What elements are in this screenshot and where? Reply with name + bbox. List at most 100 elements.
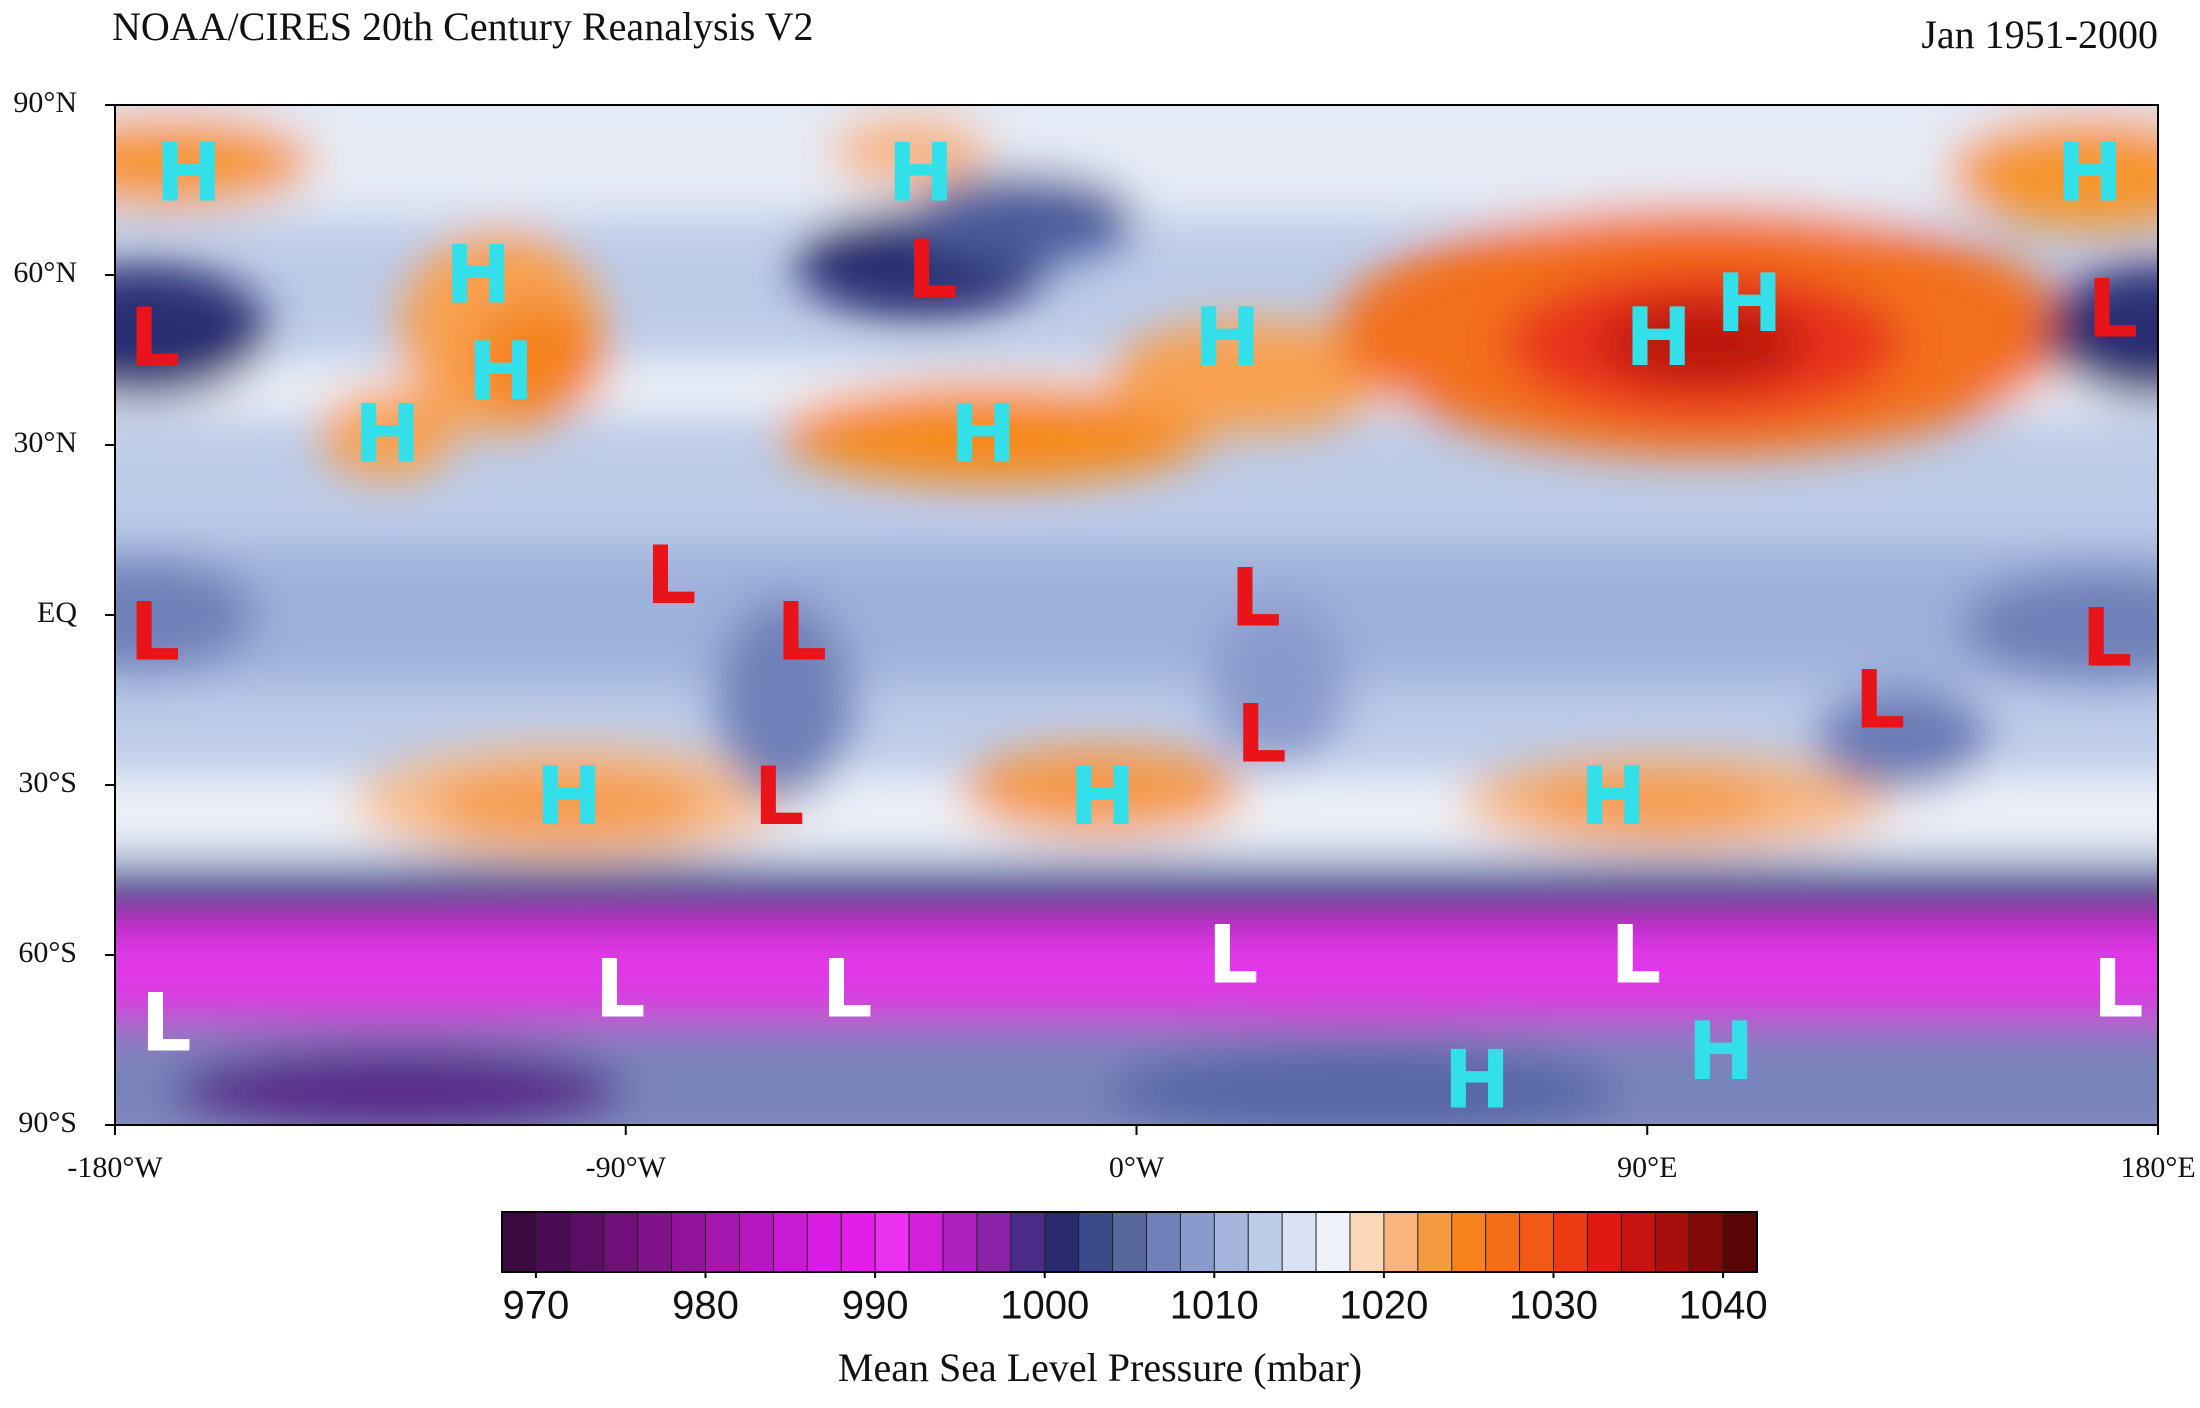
colorbar-swatch — [705, 1211, 741, 1273]
colorbar-swatch — [603, 1211, 639, 1273]
field-blob — [115, 558, 257, 672]
colorbar-swatch — [671, 1211, 707, 1273]
colorbar-swatch — [1586, 1211, 1623, 1273]
colorbar-swatch — [772, 1211, 809, 1273]
pressure-center: L — [129, 586, 180, 679]
colorbar-swatch — [1281, 1211, 1318, 1273]
pressure-center: H — [1625, 291, 1692, 384]
y-tick-label: 30°N — [13, 426, 77, 459]
field-band — [115, 932, 2158, 1001]
colorbar-swatch — [1620, 1211, 1657, 1273]
pressure-field — [115, 105, 2158, 1125]
field-blob — [171, 1045, 626, 1125]
field-band — [115, 547, 2158, 683]
colorbar-swatch — [501, 1211, 537, 1273]
colorbar-swatch — [942, 1211, 978, 1273]
field-blob — [909, 173, 1137, 264]
colorbar-swatch — [637, 1211, 673, 1273]
field-band — [115, 105, 2158, 219]
pressure-center: L — [129, 291, 180, 384]
field-blob — [1817, 688, 1988, 791]
pressure-center: H — [1194, 291, 1261, 384]
field-blob — [1522, 773, 1773, 831]
pressure-center: H — [1716, 257, 1783, 350]
pressure-center: H — [354, 387, 421, 480]
colorbar-tick-label: 1030 — [1509, 1284, 1598, 1328]
field-blob — [716, 598, 853, 802]
colorbar-tick-label: 1020 — [1339, 1284, 1428, 1328]
y-tick-label: 90°S — [18, 1106, 77, 1139]
colorbar-swatch — [1315, 1211, 1351, 1273]
pressure-center: L — [595, 943, 646, 1036]
colorbar-swatch — [1010, 1211, 1046, 1273]
field-blob — [1108, 1045, 1619, 1125]
colorbar-swatch — [569, 1211, 605, 1273]
pressure-center: L — [646, 529, 697, 622]
pressure-center: L — [1236, 688, 1287, 781]
colorbar-swatch — [1654, 1211, 1691, 1273]
field-band — [115, 887, 2158, 916]
colorbar-tick-label: 1040 — [1679, 1284, 1768, 1328]
colorbar-swatch — [535, 1211, 571, 1273]
colorbar-swatch — [1688, 1211, 1725, 1273]
field-blob — [1601, 303, 1807, 383]
pressure-center: H — [536, 750, 603, 843]
field-blob — [1210, 598, 1347, 768]
colorbar-swatch — [1145, 1211, 1182, 1273]
colorbar-swatch — [1112, 1211, 1148, 1273]
x-tick-label: -180°W — [67, 1151, 163, 1184]
period: Jan 1951-2000 — [1921, 12, 2158, 57]
x-tick-label: 180°E — [2120, 1151, 2195, 1184]
pressure-center: L — [753, 750, 804, 843]
pressure-center: H — [2056, 127, 2123, 220]
colorbar-tick-label: 1000 — [1000, 1284, 1089, 1328]
title: NOAA/CIRES 20th Century Reanalysis V2 — [112, 4, 813, 49]
colorbar-frame — [501, 1211, 1758, 1273]
colorbar-swatch — [1179, 1211, 1216, 1273]
field-blob — [115, 263, 269, 400]
pressure-center: L — [2087, 263, 2138, 356]
y-tick-label: 60°S — [18, 936, 77, 969]
field-blob — [1948, 116, 2158, 230]
colorbar-swatch — [1044, 1211, 1080, 1273]
field-blob — [115, 116, 314, 207]
pressure-center: H — [467, 325, 534, 418]
pressure-center: L — [1610, 909, 1661, 1002]
colorbar-swatch — [1417, 1211, 1453, 1273]
colorbar-swatch — [738, 1211, 775, 1273]
colorbar-tick-label: 980 — [672, 1284, 739, 1328]
colorbar-tick-label: 1010 — [1170, 1284, 1259, 1328]
y-tick-label: EQ — [37, 596, 77, 629]
pressure-center: L — [776, 586, 827, 679]
pressure-center: H — [1688, 1005, 1755, 1098]
colorbar-label: Mean Sea Level Pressure (mbar) — [838, 1345, 1362, 1390]
pressure-center: L — [2081, 591, 2132, 684]
field-blob — [1108, 320, 1392, 434]
colorbar-swatch — [840, 1211, 877, 1273]
colorbar-swatch — [874, 1211, 911, 1273]
pressure-center: H — [155, 127, 222, 220]
colorbar-swatch — [1213, 1211, 1250, 1273]
pressure-center: H — [1444, 1033, 1511, 1126]
field-blobs — [115, 105, 2158, 1125]
colorbar-swatch — [1552, 1211, 1589, 1273]
pressure-center: L — [1207, 909, 1258, 1002]
colorbar-swatch — [1485, 1211, 1521, 1273]
pressure-center: H — [1580, 750, 1647, 843]
pressure-center: H — [1069, 750, 1136, 843]
pressure-center: L — [1230, 552, 1281, 645]
x-tick-label: -90°W — [586, 1151, 667, 1184]
x-tick-label: 0°W — [1109, 1151, 1165, 1184]
y-tick-label: 60°N — [13, 256, 77, 289]
colorbar-swatch — [1722, 1211, 1758, 1273]
field-blob — [960, 745, 1245, 837]
pressure-center: L — [2093, 943, 2144, 1036]
colorbar-swatch — [908, 1211, 944, 1273]
pressure-center: H — [887, 127, 954, 220]
colorbar-tick-label: 990 — [842, 1284, 909, 1328]
colorbar-swatch — [1451, 1211, 1487, 1273]
colorbar-swatch — [976, 1211, 1012, 1273]
pressure-center: H — [950, 387, 1017, 480]
field-blob — [830, 116, 989, 185]
